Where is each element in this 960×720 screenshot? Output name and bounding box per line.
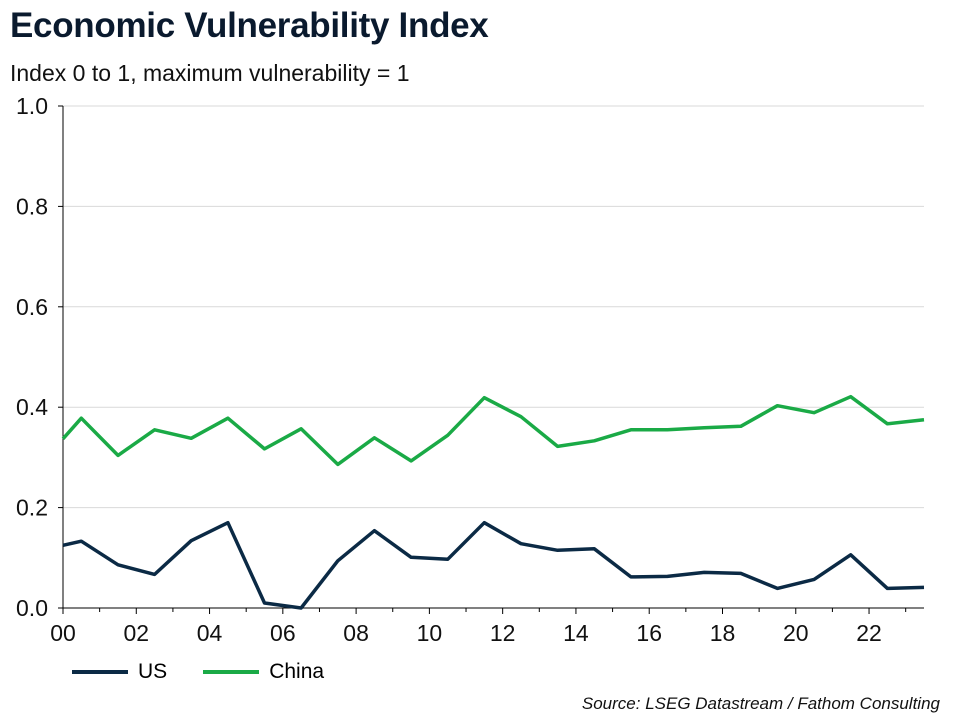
y-tick-label: 0.8 [16,193,48,219]
series-line-china [61,394,925,467]
legend-item-us: US [72,660,167,684]
x-tick-label: 12 [490,620,516,646]
y-tick-label: 1.0 [16,93,48,119]
x-tick-labels: 00 02 04 06 08 10 12 14 16 18 20 22 [50,620,882,646]
legend-swatch-us [72,670,128,674]
axes [58,105,924,614]
legend-swatch-china [203,670,260,674]
y-tick-label: 0.4 [16,394,48,420]
y-tick-label: 0.6 [16,294,48,320]
source-note: Source: LSEG Datastream / Fathom Consult… [581,694,940,713]
gridlines [63,105,924,509]
chart-title: Economic Vulnerability Index [10,6,489,45]
x-tick-label: 08 [343,620,369,646]
y-tick-label: 0.2 [16,495,48,521]
legend-item-china: China [203,660,324,684]
legend-label-us: US [138,660,168,683]
x-tick-label: 14 [563,620,589,646]
series-lines [61,394,925,610]
x-tick-label: 18 [710,620,736,646]
legend: US China [72,660,360,684]
x-tick-label: 00 [50,620,76,646]
x-tick-label: 04 [197,620,223,646]
x-tick-label: 02 [123,620,149,646]
x-tick-label: 20 [783,620,809,646]
x-tick-label: 16 [636,620,662,646]
y-tick-label: 0.0 [16,595,48,621]
x-tick-label: 06 [270,620,296,646]
series-line-us [62,520,925,610]
y-tick-labels: 0.0 0.2 0.4 0.6 0.8 1.0 [16,93,48,621]
x-tick-label: 22 [856,620,882,646]
legend-label-china: China [269,660,325,683]
chart-subtitle: Index 0 to 1, maximum vulnerability = 1 [10,60,410,86]
x-tick-label: 10 [417,620,443,646]
